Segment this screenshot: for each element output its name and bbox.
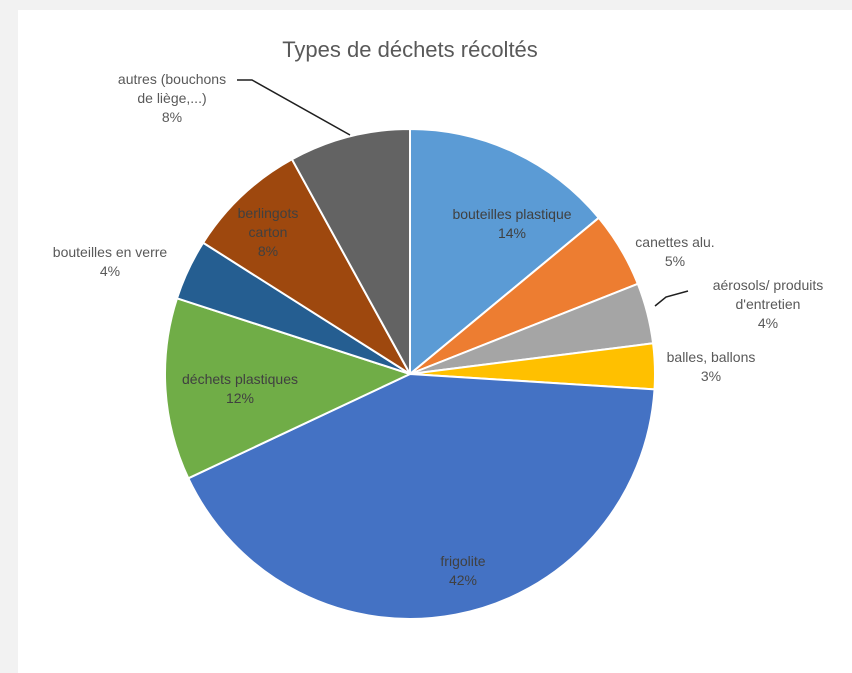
slice-label-name-line: bouteilles plastique <box>452 206 571 222</box>
slice-label-1: canettes alu. 5% <box>635 234 714 269</box>
slice-label-name-line: balles, ballons <box>667 349 756 365</box>
pie-slice-5 <box>164 297 413 480</box>
slice-label-percent: 5% <box>665 253 685 269</box>
slice-label-name-line: aérosols/ produits <box>713 277 824 293</box>
pie-slice-0 <box>409 127 601 377</box>
slice-label-8: autres (bouchons de liège,...) 8% <box>118 71 226 125</box>
slice-label-3: balles, ballons 3% <box>667 349 756 384</box>
leader-line-2 <box>654 290 689 307</box>
slice-label-2: aérosols/ produits d'entretien 4% <box>713 277 824 331</box>
slice-label-percent: 8% <box>258 243 278 259</box>
slice-label-percent: 3% <box>701 368 721 384</box>
slice-label-percent: 8% <box>162 109 182 125</box>
slice-label-percent: 42% <box>449 572 477 588</box>
slice-label-name-line: frigolite <box>440 553 485 569</box>
slice-label-name-line: canettes alu. <box>635 234 714 250</box>
pie-slice-4 <box>186 372 656 620</box>
pie-chart: Types de déchets récoltés bouteilles pla… <box>53 37 823 620</box>
slice-label-0: bouteilles plastique 14% <box>452 206 571 241</box>
leader-line-8 <box>237 79 351 136</box>
slice-label-name-line: de liège,...) <box>137 90 206 106</box>
slice-label-6: bouteilles en verre 4% <box>53 244 168 279</box>
slice-label-name-line: autres (bouchons <box>118 71 226 87</box>
slice-label-name-line: déchets plastiques <box>182 371 298 387</box>
slice-label-percent: 14% <box>498 225 526 241</box>
slice-label-name-line: d'entretien <box>736 296 801 312</box>
slice-label-7: berlingots carton 8% <box>238 205 299 259</box>
slice-label-name-line: bouteilles en verre <box>53 244 168 260</box>
slice-label-name-line: berlingots <box>238 205 299 221</box>
chart-title: Types de déchets récoltés <box>282 37 538 62</box>
leader-lines <box>237 79 689 307</box>
slice-label-percent: 12% <box>226 390 254 406</box>
pie-slice-7 <box>201 157 411 375</box>
slice-label-name-line: carton <box>249 224 288 240</box>
slice-label-5: déchets plastiques 12% <box>182 371 298 406</box>
slice-label-percent: 4% <box>758 315 778 331</box>
slice-labels: bouteilles plastique 14% canettes alu. 5% aé… <box>53 71 823 588</box>
slice-label-percent: 4% <box>100 263 120 279</box>
slice-label-4: frigolite 42% <box>440 553 485 588</box>
pie-slice-8 <box>290 127 411 375</box>
pie-slices <box>164 127 656 620</box>
